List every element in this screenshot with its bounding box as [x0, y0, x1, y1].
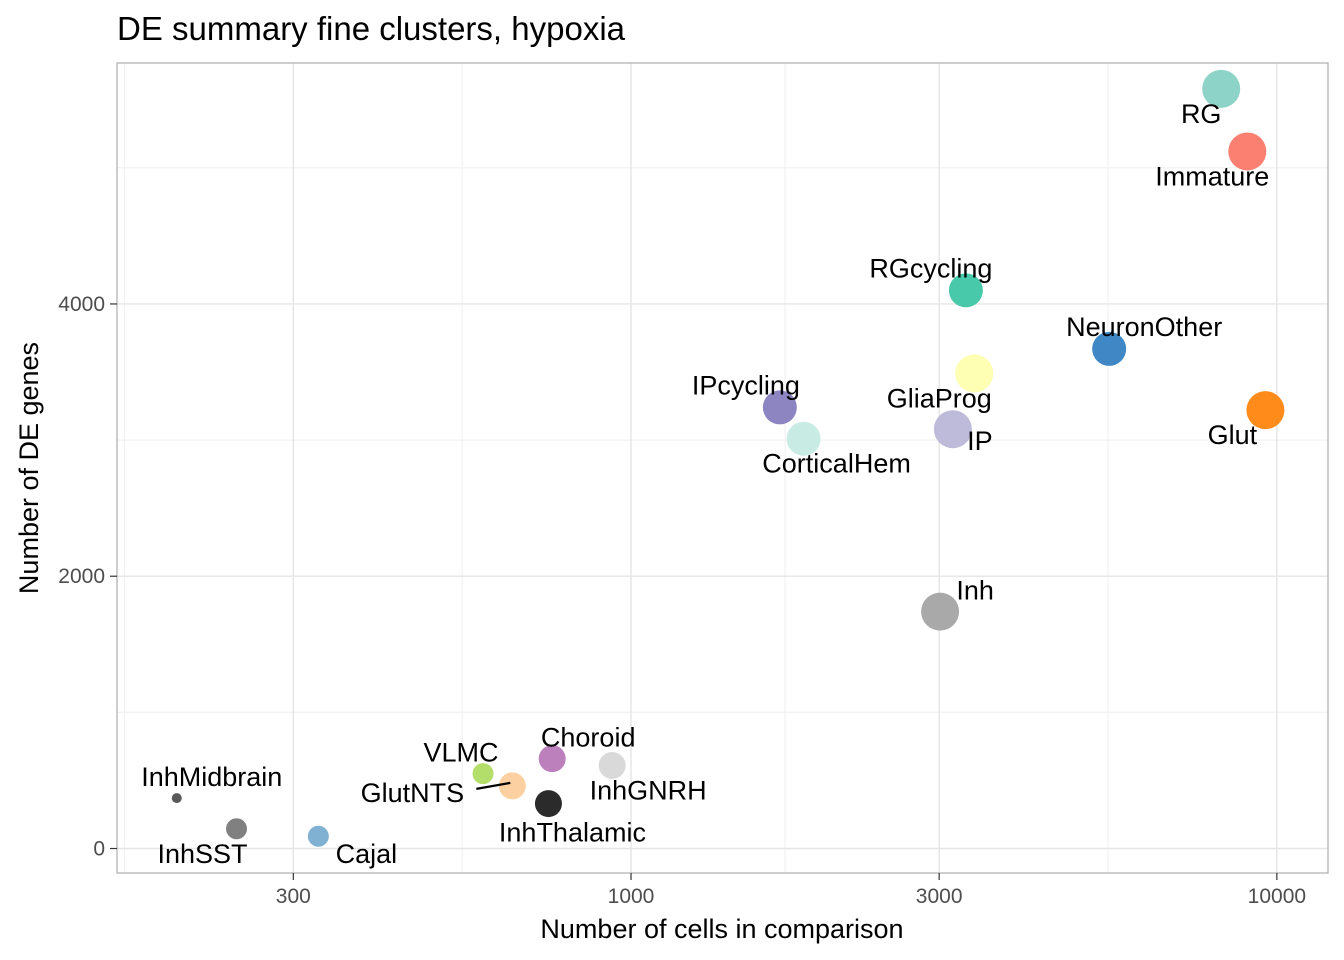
label-rgcycling: RGcycling [869, 253, 992, 283]
label-rg: RG [1181, 99, 1222, 129]
y-tick-label: 0 [93, 837, 105, 860]
y-tick-label: 4000 [58, 293, 105, 316]
label-cajal: Cajal [336, 839, 398, 869]
label-glut: Glut [1208, 420, 1258, 450]
plot-panel-border [116, 62, 1329, 874]
x-tick-label: 10000 [1248, 885, 1306, 908]
point-glutnts [498, 772, 526, 800]
point-labels: RG Immature RGcycling NeuronOther GliaProg Gl… [141, 99, 1269, 869]
point-glut [1246, 391, 1285, 430]
label-inhgnrh: InhGNRH [590, 775, 707, 805]
point-inhgnrh [598, 751, 626, 779]
point-inh [921, 592, 960, 631]
point-inhmidbrain [171, 793, 182, 804]
point-inhthalamic [534, 790, 562, 818]
label-inh: Inh [956, 576, 994, 606]
point-ip [933, 410, 972, 449]
data-points [171, 69, 1285, 847]
x-axis-title: Number of cells in comparison [540, 914, 903, 944]
leader-line-glutnts [476, 781, 511, 790]
point-choroid [538, 745, 566, 773]
point-rg [1202, 69, 1241, 108]
label-corticalhem: CorticalHem [762, 449, 911, 479]
point-inhsst [226, 818, 248, 840]
x-tick-label: 3000 [916, 885, 963, 908]
y-tick-label: 2000 [58, 565, 105, 588]
point-vlmc [472, 763, 494, 785]
tick-marks: 300 1000 3000 10000 0 2000 4000 [58, 293, 1306, 908]
point-gliaprog [955, 354, 994, 393]
label-gliaprog: GliaProg [887, 383, 992, 413]
x-tick-label: 1000 [608, 885, 655, 908]
label-inhsst: InhSST [157, 839, 247, 869]
chart-title: DE summary fine clusters, hypoxia [117, 10, 626, 47]
label-inhthalamic: InhThalamic [499, 818, 646, 848]
label-ipcycling: IPcycling [692, 370, 800, 400]
label-inhmidbrain: InhMidbrain [141, 762, 282, 792]
point-rgcycling [948, 273, 983, 308]
label-ip: IP [967, 426, 993, 456]
point-cajal [307, 825, 329, 847]
point-ipcycling [762, 390, 797, 425]
x-tick-label: 300 [276, 885, 311, 908]
point-immature [1228, 132, 1267, 171]
y-axis-title: Number of DE genes [14, 342, 44, 594]
label-vlmc: VLMC [424, 738, 499, 768]
label-glutnts: GlutNTS [361, 778, 465, 808]
point-neuronother [1092, 331, 1127, 366]
label-immature: Immature [1155, 161, 1269, 191]
grid-lines [117, 63, 1328, 873]
point-corticalhem [786, 421, 821, 456]
label-neuronother: NeuronOther [1066, 312, 1222, 342]
label-choroid: Choroid [541, 723, 636, 753]
